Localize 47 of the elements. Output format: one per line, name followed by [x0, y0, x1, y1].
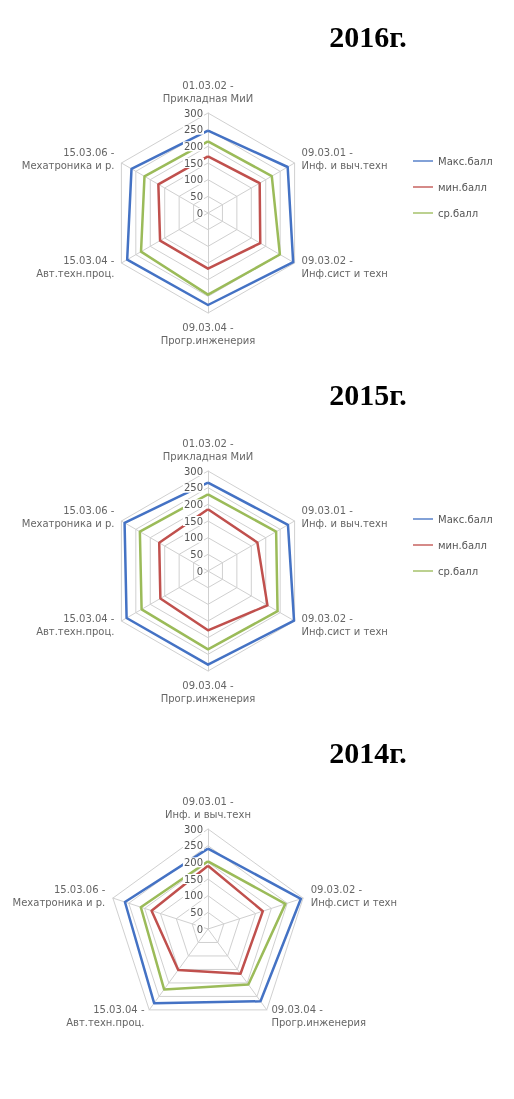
legend-label: ср.балл	[438, 207, 479, 219]
spoke-label: 15.03.06 - Мехатроника и р.	[21, 147, 115, 171]
chart-title: 2015г.	[329, 377, 407, 411]
y-tick-label: 0	[196, 207, 203, 219]
y-tick-label: 200	[183, 498, 203, 510]
y-tick-label: 300	[183, 823, 203, 835]
y-tick-label: 50	[190, 548, 203, 560]
legend-label: мин.балл	[438, 181, 487, 193]
y-tick-label: 50	[190, 190, 203, 202]
y-tick-label: 100	[183, 890, 203, 902]
spoke-label: 09.03.02 - Инф.сист и техн	[301, 255, 388, 279]
y-tick-label: 250	[183, 482, 203, 494]
chart-title: 2014г.	[329, 735, 407, 769]
legend-label: ср.балл	[438, 565, 479, 577]
spoke-label: 09.03.04 - Прогр.инженерия	[271, 1004, 367, 1029]
spoke-label: 09.03.01 - Инф. и выч.техн	[301, 505, 388, 529]
y-tick-label: 50	[190, 906, 203, 918]
y-tick-label: 150	[183, 157, 203, 169]
spoke-label: 01.03.02 - Прикладная МиИ	[162, 438, 254, 462]
y-tick-label: 0	[196, 923, 203, 935]
legend-label: Макс.балл	[438, 155, 493, 167]
spoke-label: 09.03.02 - Инф.сист и техн	[301, 613, 388, 637]
y-tick-label: 250	[183, 840, 203, 852]
legend-label: Макс.балл	[438, 513, 493, 525]
spoke-label: 15.03.04 - Авт.техн.проц.	[36, 255, 115, 279]
spoke-label: 15.03.04 - Авт.техн.проц.	[66, 1004, 145, 1029]
legend-label: мин.балл	[438, 539, 487, 551]
y-tick-label: 250	[183, 124, 203, 136]
spoke-label: 09.03.02 - Инф.сист и техн	[310, 883, 398, 908]
spoke-label: 15.03.06 - Мехатроника и р.	[21, 505, 115, 529]
y-tick-label: 100	[183, 174, 203, 186]
spoke-label: 09.03.04 - Прогр.инженерия	[160, 680, 256, 704]
spoke-label: 09.03.01 - Инф. и выч.техн	[165, 796, 251, 820]
spoke-label: 15.03.06 - Мехатроника и р.	[12, 883, 106, 908]
spoke-label: 09.03.04 - Прогр.инженерия	[160, 322, 256, 346]
spoke-label: 15.03.04 - Авт.техн.проц.	[36, 613, 115, 637]
y-tick-label: 300	[183, 465, 203, 477]
y-tick-label: 100	[183, 532, 203, 544]
y-tick-label: 200	[183, 140, 203, 152]
spoke-label: 01.03.02 - Прикладная МиИ	[162, 80, 254, 104]
y-tick-label: 300	[183, 107, 203, 119]
y-tick-label: 150	[183, 515, 203, 527]
chart-title: 2016г.	[329, 19, 407, 53]
spoke-label: 09.03.01 - Инф. и выч.техн	[301, 147, 388, 171]
y-tick-label: 0	[196, 565, 203, 577]
y-tick-label: 150	[183, 873, 203, 885]
y-tick-label: 200	[183, 856, 203, 868]
